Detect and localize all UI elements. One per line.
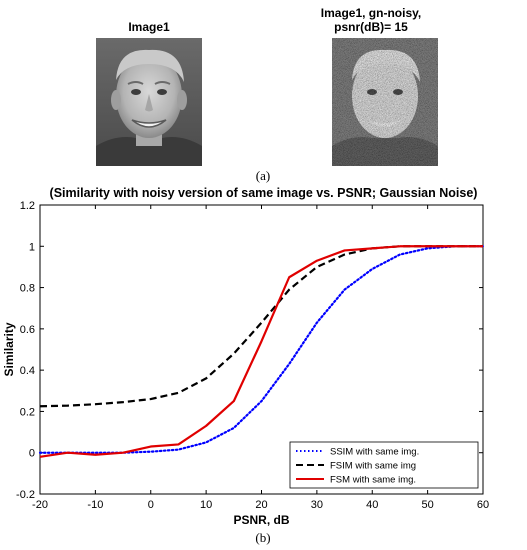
legend-label-2: FSIM with same img <box>330 461 416 472</box>
similarity-line-chart: -20 -10 0 10 20 30 40 50 60 -0.2 0 0.2 0.4 0.6 0.8 1 1.2… <box>2 200 489 527</box>
x-tick-label: -20 <box>32 499 48 511</box>
y-tick-label: 0.2 <box>20 406 35 418</box>
x-tick-label: -10 <box>87 499 103 511</box>
y-tick-label: 0.6 <box>20 324 35 336</box>
image2-title-line-1: Image1, gn-noisy, <box>320 6 422 20</box>
image2-title-line-2: psnr(dB)= 15 <box>334 20 408 34</box>
y-axis-label: Similarity <box>2 322 16 376</box>
y-tick-label: 1.2 <box>20 200 35 212</box>
face-image-noisy <box>332 38 438 166</box>
caption-b: (b) <box>255 530 271 545</box>
chart-title: (Similarity with noisy version of same i… <box>49 186 478 200</box>
face-image-clean <box>96 38 202 166</box>
x-tick-label: 30 <box>311 499 323 511</box>
y-tick-label: 0.4 <box>20 365 35 377</box>
x-tick-label: 50 <box>422 499 434 511</box>
y-tick-label: 0.8 <box>20 283 35 295</box>
image1-title: Image1 <box>96 20 202 34</box>
series-line-3 <box>39 245 483 458</box>
x-tick-label: 40 <box>366 499 378 511</box>
series-line-2 <box>39 245 483 408</box>
legend: SSIM with same img. FSIM with same img FSM… <box>289 441 479 489</box>
y-tick-label: 0 <box>29 448 35 460</box>
x-axis-label: PSNR, dB <box>233 513 289 527</box>
x-tick-label: 10 <box>200 499 212 511</box>
x-tick-label: 60 <box>477 499 489 511</box>
caption-a: (a) <box>255 168 271 183</box>
legend-label-1: SSIM with same img. <box>330 447 419 458</box>
image2-title: Image1, gn-noisy, psnr(dB)= 15 <box>318 6 424 34</box>
x-tick-label: 20 <box>255 499 267 511</box>
axes-layer: -20 -10 0 10 20 30 40 50 60 -0.2 0 0.2 0.4 0.6 0.8 1 1.2… <box>2 200 489 527</box>
y-tick-label: 1 <box>29 241 35 253</box>
legend-label-3: FSM with same img. <box>330 475 416 486</box>
series-line-1 <box>38 245 485 454</box>
series-layer <box>38 245 485 458</box>
image1-title-line: Image1 <box>128 20 170 34</box>
y-tick-label: -0.2 <box>16 489 35 501</box>
x-tick-label: 0 <box>148 499 154 511</box>
